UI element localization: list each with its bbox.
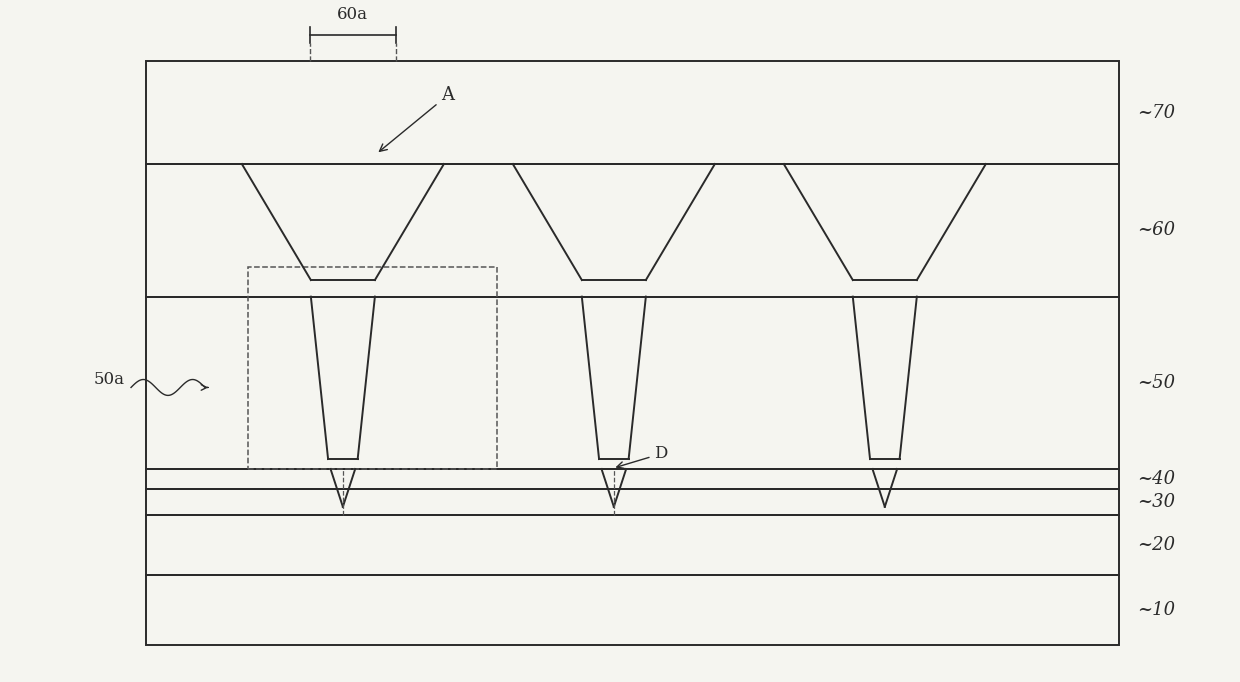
Bar (146, 489, 1118, 516)
Text: A: A (379, 87, 454, 151)
Text: ~70: ~70 (1137, 104, 1176, 121)
Text: 60a: 60a (337, 6, 368, 23)
Text: ~30: ~30 (1137, 493, 1176, 511)
Bar (146, 61, 1118, 164)
Bar (146, 575, 1118, 644)
Bar (146, 297, 1118, 469)
Bar (146, 516, 1118, 575)
Text: ~50: ~50 (1137, 374, 1176, 392)
Text: ~40: ~40 (1137, 470, 1176, 488)
Bar (146, 164, 1118, 297)
Bar (146, 469, 1118, 489)
Text: ~10: ~10 (1137, 601, 1176, 619)
Text: D: D (616, 445, 668, 469)
Text: 50a: 50a (94, 371, 125, 388)
Bar (248, 267, 497, 469)
Text: ~20: ~20 (1137, 536, 1176, 554)
Text: ~60: ~60 (1137, 222, 1176, 239)
